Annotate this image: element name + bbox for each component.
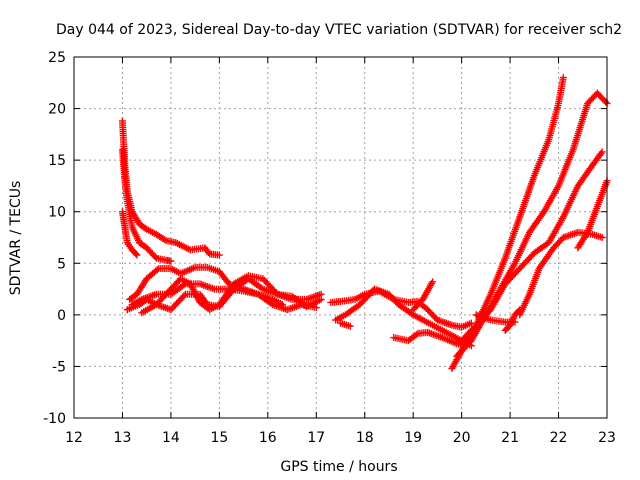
x-tick-label: 20 — [453, 430, 471, 446]
x-tick-label: 16 — [259, 430, 277, 446]
x-tick-label: 14 — [162, 430, 180, 446]
y-tick-label: 0 — [57, 308, 66, 324]
plot-frame — [73, 56, 608, 419]
data-points — [118, 74, 611, 372]
x-tick-label: 23 — [598, 430, 616, 446]
y-tick-label: 20 — [48, 102, 66, 118]
x-tick-label: 17 — [307, 430, 325, 446]
y-tick-label: -5 — [52, 359, 66, 375]
data-point-marker — [160, 236, 168, 244]
data-point-marker — [346, 322, 354, 330]
x-tick-label: 21 — [501, 430, 519, 446]
series-arc-11 — [409, 278, 437, 314]
data-point-marker — [412, 331, 420, 339]
axis-ticks: 12 13 14 15 16 17 18 19 20 21 22 23 -10 -5 0 5 10 15 20 25 — [43, 50, 616, 446]
y-tick-label: 15 — [48, 153, 66, 169]
data-point-marker — [180, 292, 188, 300]
x-axis-label: GPS time / hours — [280, 459, 397, 475]
series-arc-7 — [138, 272, 325, 317]
data-point-marker — [559, 74, 567, 82]
data-point-marker — [133, 251, 141, 259]
x-tick-label: 12 — [65, 430, 83, 446]
data-point-marker — [153, 266, 161, 274]
data-point-marker — [602, 98, 610, 106]
chart-title: Day 044 of 2023, Sidereal Day-to-day VTE… — [56, 22, 622, 38]
data-point-marker — [408, 310, 416, 318]
x-tick-label: 15 — [210, 430, 228, 446]
series-arc-3 — [118, 208, 141, 259]
series-arc-1 — [118, 117, 223, 259]
series-arc-12 — [337, 319, 354, 330]
x-tick-label: 13 — [114, 430, 132, 446]
x-tick-label: 19 — [404, 430, 422, 446]
data-point-marker — [598, 148, 606, 156]
y-tick-label: 10 — [48, 205, 66, 221]
series-arc-9 — [332, 285, 475, 350]
y-axis-label: SDTVAR / TECUs — [8, 181, 24, 296]
series-arc-18 — [516, 228, 606, 319]
series-arc-2 — [118, 146, 175, 265]
series-arc-15 — [458, 148, 606, 345]
data-point-marker — [167, 257, 175, 265]
data-point-marker — [429, 278, 437, 286]
grid — [74, 57, 607, 418]
data-point-marker — [215, 251, 223, 259]
x-tick-label: 22 — [550, 430, 568, 446]
data-point-marker — [598, 234, 606, 241]
y-tick-label: 25 — [48, 50, 66, 66]
data-point-marker — [317, 290, 325, 298]
y-tick-label: 5 — [57, 256, 66, 272]
data-point-marker — [132, 250, 140, 258]
y-tick-label: -10 — [43, 411, 66, 427]
x-tick-label: 18 — [356, 430, 374, 446]
